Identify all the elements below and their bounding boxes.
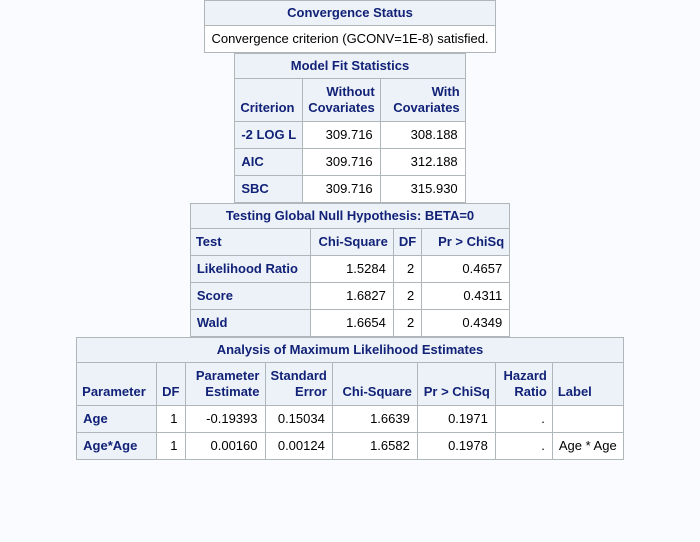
table-row: -2 LOG L 309.716 308.188: [234, 121, 466, 149]
stat-value-cell: 1: [156, 432, 186, 460]
stat-value-cell: 0.1978: [416, 432, 496, 460]
stat-value-cell: 1.6654: [309, 309, 394, 337]
row-header-criterion: AIC: [234, 148, 304, 176]
column-header-criterion: Criterion: [234, 78, 304, 122]
maximum-likelihood-estimates-table: Analysis of Maximum Likelihood Estimates…: [76, 337, 624, 460]
hazard-ratio-cell: .: [494, 405, 553, 433]
column-header-parameter: Parameter: [76, 362, 158, 406]
convergence-message: Convergence criterion (GCONV=1E-8) satis…: [204, 25, 496, 53]
stat-value-cell: 0.00160: [184, 432, 266, 460]
mle-title: Analysis of Maximum Likelihood Estimates: [76, 337, 624, 363]
stat-value-cell: -0.19393: [184, 405, 266, 433]
stat-value-cell: 308.188: [379, 121, 466, 149]
stat-value-cell: 0.4349: [421, 309, 511, 337]
model-fit-title: Model Fit Statistics: [234, 53, 466, 79]
column-header-row: Test Chi-Square DF Pr > ChiSq: [189, 228, 511, 256]
column-header-parameter-estimate: Parameter Estimate: [184, 362, 266, 406]
stat-value-cell: 0.1971: [416, 405, 496, 433]
column-header-hazard-ratio: Hazard Ratio: [494, 362, 553, 406]
model-fit-statistics-table: Model Fit Statistics Criterion Without C…: [234, 53, 466, 203]
stat-value-cell: 309.716: [302, 148, 381, 176]
table-row: Likelihood Ratio 1.5284 2 0.4657: [189, 255, 511, 283]
hazard-ratio-cell: .: [494, 432, 553, 460]
row-header-criterion: -2 LOG L: [234, 121, 304, 149]
stat-value-cell: 2: [392, 255, 423, 283]
convergence-status-table: Convergence Status Convergence criterion…: [204, 0, 496, 53]
column-header-chi-square: Chi-Square: [309, 228, 394, 256]
column-header-row: Criterion Without Covariates With Covari…: [234, 78, 466, 122]
stat-value-cell: 315.930: [379, 175, 466, 203]
row-header-parameter: Age*Age: [76, 432, 158, 460]
table-row: Convergence criterion (GCONV=1E-8) satis…: [204, 25, 496, 53]
row-header-parameter: Age: [76, 405, 158, 433]
stat-value-cell: 0.4311: [421, 282, 511, 310]
column-header-chi-square: Chi-Square: [331, 362, 418, 406]
table-row: SBC 309.716 315.930: [234, 175, 466, 203]
convergence-status-title: Convergence Status: [204, 0, 496, 26]
column-header-standard-error: Standard Error: [264, 362, 333, 406]
column-header-row: Parameter DF Parameter Estimate Standard…: [76, 362, 624, 406]
stat-value-cell: 1.6639: [331, 405, 418, 433]
column-header-pr-chisq: Pr > ChiSq: [416, 362, 496, 406]
column-header-df: DF: [156, 362, 186, 406]
column-header-without-covariates: Without Covariates: [302, 78, 381, 122]
table-row: Score 1.6827 2 0.4311: [189, 282, 511, 310]
row-header-test: Wald: [189, 309, 311, 337]
stat-value-cell: 309.716: [302, 175, 381, 203]
stat-value-cell: 2: [392, 282, 423, 310]
stat-value-cell: 2: [392, 309, 423, 337]
table-row: Wald 1.6654 2 0.4349: [189, 309, 511, 337]
label-cell: [551, 405, 624, 433]
table-row: Age 1 -0.19393 0.15034 1.6639 0.1971 .: [76, 405, 624, 433]
stat-value-cell: 1.6827: [309, 282, 394, 310]
stat-value-cell: 1: [156, 405, 186, 433]
stat-value-cell: 312.188: [379, 148, 466, 176]
table-row: Age*Age 1 0.00160 0.00124 1.6582 0.1978 …: [76, 432, 624, 460]
column-header-df: DF: [392, 228, 423, 256]
column-header-pr-chisq: Pr > ChiSq: [421, 228, 511, 256]
label-cell: Age * Age: [551, 432, 624, 460]
column-header-label: Label: [551, 362, 624, 406]
column-header-with-covariates: With Covariates: [379, 78, 466, 122]
stat-value-cell: 0.15034: [264, 405, 333, 433]
stat-value-cell: 0.00124: [264, 432, 333, 460]
table-row: AIC 309.716 312.188: [234, 148, 466, 176]
column-header-test: Test: [189, 228, 311, 256]
global-null-hypothesis-table: Testing Global Null Hypothesis: BETA=0 T…: [189, 203, 511, 337]
row-header-criterion: SBC: [234, 175, 304, 203]
global-null-title: Testing Global Null Hypothesis: BETA=0: [189, 203, 511, 229]
stat-value-cell: 1.5284: [309, 255, 394, 283]
row-header-test: Likelihood Ratio: [189, 255, 311, 283]
stat-value-cell: 309.716: [302, 121, 381, 149]
stat-value-cell: 1.6582: [331, 432, 418, 460]
stat-value-cell: 0.4657: [421, 255, 511, 283]
row-header-test: Score: [189, 282, 311, 310]
